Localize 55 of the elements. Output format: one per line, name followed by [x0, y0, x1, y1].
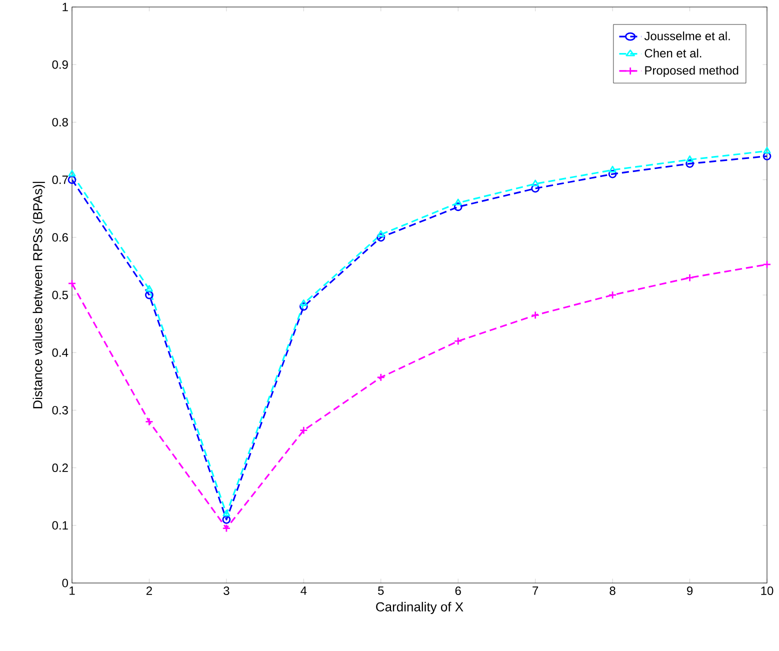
y-axis-title: Distance values between RPSs (BPAs)|	[32, 182, 45, 408]
y-tick-label: 0.5	[52, 290, 68, 300]
point	[222, 515, 231, 524]
point	[454, 202, 462, 212]
legend-label: Jousselme et al.	[644, 31, 730, 40]
y-tick-label: 1	[62, 2, 68, 12]
point	[531, 310, 540, 320]
x-tick-label: 6	[455, 586, 461, 596]
point	[686, 274, 694, 282]
point	[145, 418, 154, 426]
point	[531, 184, 540, 193]
legend-label: Chen et al.	[644, 48, 702, 58]
point	[376, 373, 386, 382]
x-tick-label: 2	[146, 586, 152, 595]
x-tick-label: 1	[70, 586, 75, 595]
y-tick-label: 0.2	[52, 464, 68, 472]
y-tick-label: 0.1	[52, 521, 68, 530]
point	[686, 155, 694, 162]
point	[68, 176, 76, 184]
point	[299, 426, 308, 435]
y-tick-label: 0.9	[52, 60, 68, 69]
point	[377, 230, 385, 237]
y-tick-label: 0.8	[52, 118, 68, 126]
point	[222, 524, 231, 532]
point	[454, 198, 462, 206]
legend-label: Proposed method	[645, 66, 738, 78]
x-tick-label: 10	[761, 586, 774, 596]
point	[608, 170, 617, 178]
point	[608, 166, 616, 172]
point	[763, 146, 771, 154]
x-axis-title: Cardinality of X	[376, 602, 464, 614]
y-tick-label: 0.7	[52, 176, 68, 184]
point	[68, 170, 76, 176]
y-tick-label: 0.3	[52, 406, 68, 414]
point	[222, 510, 230, 516]
point	[300, 299, 308, 306]
point	[299, 302, 308, 311]
x-tick-label: 7	[532, 586, 538, 595]
x-tick-label: 9	[687, 586, 693, 596]
y-tick-label: 0	[62, 578, 68, 588]
y-tick-label: 0.6	[52, 233, 68, 242]
point	[376, 233, 386, 242]
x-tick-label: 4	[300, 586, 307, 595]
point	[454, 336, 462, 346]
point	[68, 279, 76, 288]
x-tick-label: 5	[378, 586, 384, 595]
point	[608, 290, 617, 300]
x-tick-label: 3	[224, 586, 230, 596]
point	[532, 180, 540, 186]
point	[686, 159, 694, 168]
point	[145, 290, 154, 300]
x-tick-label: 8	[610, 586, 616, 596]
y-tick-label: 0.4	[52, 348, 68, 357]
point	[145, 285, 153, 292]
point	[762, 260, 772, 269]
